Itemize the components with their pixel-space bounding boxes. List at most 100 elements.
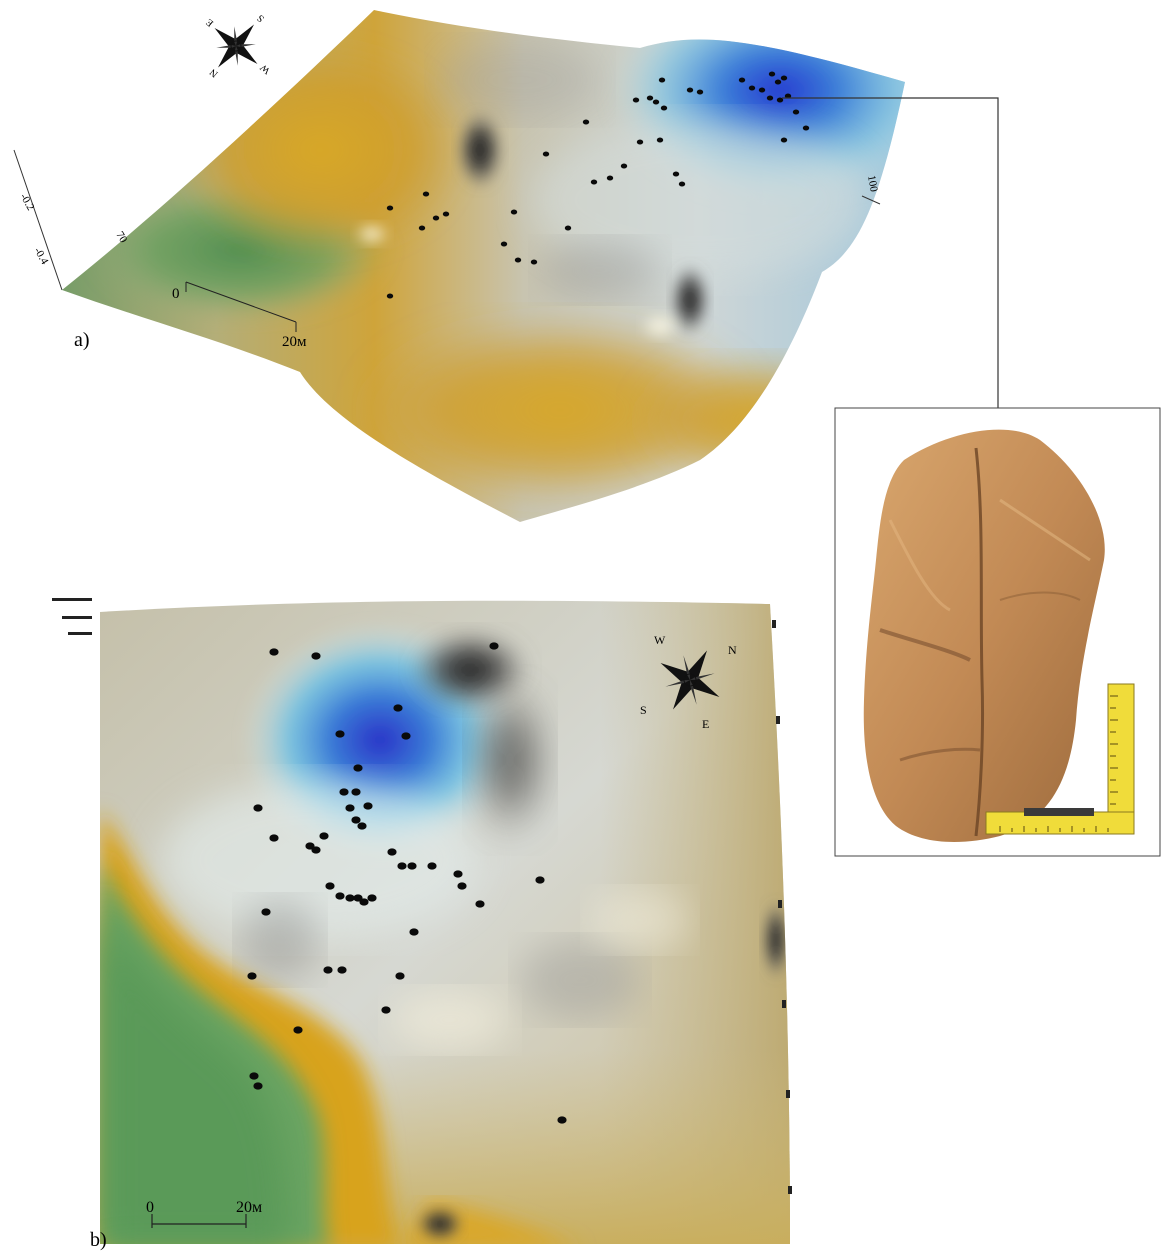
find-point [395, 972, 405, 980]
find-point [418, 225, 426, 231]
find-point [535, 876, 545, 884]
find-point [345, 894, 355, 902]
svg-text:W: W [258, 61, 273, 76]
panel-label-b: b) [90, 1229, 107, 1251]
find-point [293, 1026, 303, 1034]
find-point [475, 900, 485, 908]
svg-text:20м: 20м [282, 334, 307, 350]
svg-text:E: E [702, 717, 709, 731]
find-point [247, 972, 257, 980]
find-point [582, 119, 590, 125]
find-point [646, 95, 654, 101]
compass-rose-a: N S E W [204, 12, 273, 79]
find-point [397, 862, 407, 870]
panel-a-surface-map: -0.2 -0.4 70 100 0 20м N S E W [13, 10, 905, 522]
find-point [780, 137, 788, 143]
svg-text:S: S [255, 12, 266, 24]
connector-line [782, 97, 999, 408]
find-point [489, 642, 499, 650]
find-point [422, 191, 430, 197]
find-point [357, 822, 367, 830]
find-point [530, 259, 538, 265]
find-point [367, 894, 377, 902]
svg-text:20м: 20м [236, 1199, 262, 1216]
axis-z-line [13, 149, 63, 291]
find-point [335, 730, 345, 738]
find-point [323, 966, 333, 974]
ruler-icon [985, 683, 1135, 835]
find-point [776, 97, 784, 103]
find-point [738, 77, 746, 83]
find-point [802, 125, 810, 131]
find-point [606, 175, 614, 181]
compass-rose-b [660, 650, 720, 710]
find-point [407, 862, 417, 870]
find-point [269, 648, 279, 656]
find-point [774, 79, 782, 85]
find-point [335, 892, 345, 900]
find-point [387, 848, 397, 856]
find-point [401, 732, 411, 740]
find-point [457, 882, 467, 890]
find-point [319, 832, 329, 840]
find-point [386, 293, 394, 299]
find-point [453, 870, 463, 878]
find-point [542, 151, 550, 157]
finds-panel-b [247, 642, 567, 1124]
stone-photo-inset [834, 407, 1161, 857]
svg-text:0: 0 [146, 1199, 154, 1216]
find-point [632, 97, 640, 103]
finds-panel-a [386, 71, 810, 299]
z-tick-label: -0.2 [17, 192, 36, 213]
find-point [636, 139, 644, 145]
find-point [652, 99, 660, 105]
find-point [590, 179, 598, 185]
find-point [325, 882, 335, 890]
find-point [381, 1006, 391, 1014]
svg-text:W: W [654, 633, 666, 647]
axis-tick-label: 100 [865, 174, 880, 193]
find-point [766, 95, 774, 101]
svg-text:E: E [204, 16, 216, 28]
compass-b-letters: N S E W [640, 633, 737, 731]
find-point [557, 1116, 567, 1124]
find-point [758, 87, 766, 93]
find-point [514, 257, 522, 263]
find-point [427, 862, 437, 870]
find-point [748, 85, 756, 91]
find-point [656, 137, 664, 143]
find-point [658, 77, 666, 83]
find-point [363, 802, 373, 810]
scale-bar-b: 0 20м [146, 1199, 262, 1228]
find-point [780, 75, 788, 81]
find-point [620, 163, 628, 169]
find-point [792, 109, 800, 115]
find-point [339, 788, 349, 796]
svg-text:N: N [728, 643, 737, 657]
find-point [432, 215, 440, 221]
svg-text:S: S [640, 703, 647, 717]
find-point [261, 908, 271, 916]
find-point [696, 89, 704, 95]
stone-icon [863, 429, 1105, 842]
find-point [784, 93, 792, 99]
find-point [768, 71, 776, 77]
find-point [269, 834, 279, 842]
find-point [253, 804, 263, 812]
find-point [359, 898, 369, 906]
find-point [564, 225, 572, 231]
scale-bar-a: 0 20м [172, 281, 307, 350]
find-point [500, 241, 508, 247]
find-point [351, 816, 361, 824]
svg-text:0: 0 [172, 286, 180, 302]
find-point [249, 1072, 259, 1080]
svg-text:N: N [208, 66, 221, 79]
find-point [409, 928, 419, 936]
find-point [351, 788, 361, 796]
find-point [678, 181, 686, 187]
find-point [345, 804, 355, 812]
find-point [386, 205, 394, 211]
find-point [253, 1082, 263, 1090]
find-point [672, 171, 680, 177]
